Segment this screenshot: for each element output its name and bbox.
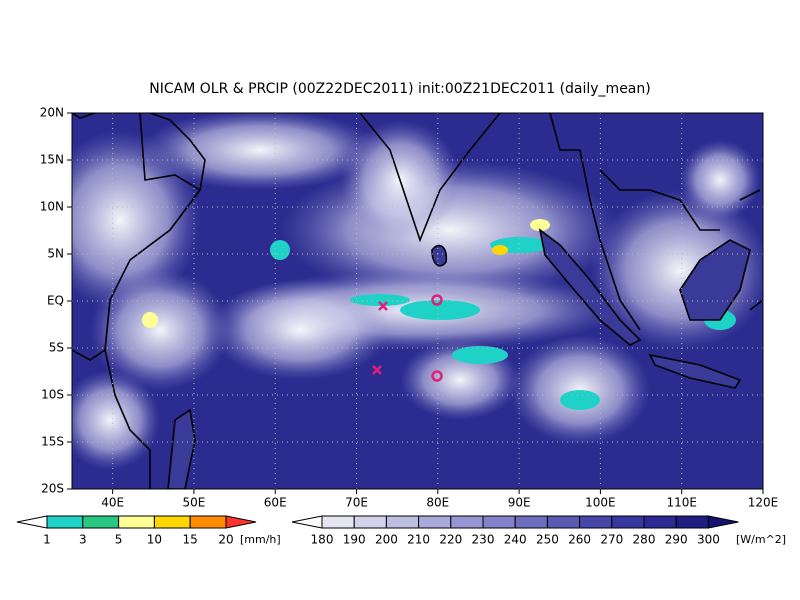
colorbar-label: 230 bbox=[472, 533, 495, 547]
colorbar-label: 240 bbox=[504, 533, 527, 547]
colorbar-end bbox=[16, 515, 48, 529]
colorbar-label: 250 bbox=[536, 533, 559, 547]
precip-patches bbox=[142, 219, 736, 410]
lon-tick-label: 70E bbox=[345, 496, 368, 510]
colorbar-label: 270 bbox=[600, 533, 623, 547]
lat-tick-label: 10S bbox=[41, 388, 64, 402]
lon-tick-label: 90E bbox=[508, 496, 531, 510]
colorbar-label: 10 bbox=[147, 533, 162, 547]
lat-tick-label: 20S bbox=[41, 482, 64, 496]
colorbar-label: 210 bbox=[407, 533, 430, 547]
colorbar-box bbox=[46, 515, 84, 529]
lon-tick-label: 120E bbox=[748, 496, 779, 510]
colorbar-box bbox=[418, 515, 452, 529]
colorbar-label: 300 bbox=[697, 533, 720, 547]
lon-tick-label: 110E bbox=[666, 496, 697, 510]
colorbar-label: 190 bbox=[343, 533, 366, 547]
colorbar-box bbox=[450, 515, 484, 529]
colorbar-unit: [mm/h] bbox=[240, 533, 281, 546]
lat-tick-label: 15S bbox=[41, 435, 64, 449]
colorbar-label: 15 bbox=[183, 533, 198, 547]
lat-tick-label: 10N bbox=[40, 200, 64, 214]
colorbar-box bbox=[189, 515, 227, 529]
colorbar-box bbox=[153, 515, 191, 529]
lon-tick-label: 50E bbox=[183, 496, 206, 510]
colorbar-box bbox=[546, 515, 581, 529]
colorbar-box bbox=[514, 515, 548, 529]
lat-tick-label: 15N bbox=[40, 153, 64, 167]
lat-tick-label: EQ bbox=[47, 294, 64, 308]
colorbar-label: 220 bbox=[439, 533, 462, 547]
colorbar-box bbox=[611, 515, 645, 529]
colorbar-end bbox=[291, 515, 323, 529]
colorbar-label: 260 bbox=[568, 533, 591, 547]
lon-tick-label: 40E bbox=[101, 496, 124, 510]
colorbar-box bbox=[118, 515, 155, 529]
colorbar-label: 1 bbox=[43, 533, 51, 547]
colorbar-label: 290 bbox=[665, 533, 688, 547]
colorbar-end bbox=[707, 515, 739, 529]
colorbar-label: 20 bbox=[218, 533, 233, 547]
colorbar-label: 180 bbox=[311, 533, 334, 547]
colorbar-box bbox=[353, 515, 387, 529]
colorbar-box bbox=[579, 515, 613, 529]
lat-tick-label: 20N bbox=[40, 106, 64, 120]
lon-tick-label: 60E bbox=[264, 496, 287, 510]
lat-tick-label: 5S bbox=[49, 341, 64, 355]
colorbar-unit: [W/m^2] bbox=[736, 533, 786, 546]
map-field bbox=[72, 113, 763, 489]
colorbar-end bbox=[225, 515, 257, 529]
colorbar-label: 200 bbox=[375, 533, 398, 547]
colorbar-box bbox=[675, 515, 709, 529]
markers bbox=[372, 294, 443, 382]
colorbar-label: 5 bbox=[115, 533, 123, 547]
lon-tick-label: 80E bbox=[426, 496, 449, 510]
lon-tick-label: 100E bbox=[585, 496, 616, 510]
colorbar-box bbox=[482, 515, 516, 529]
map-title: NICAM OLR & PRCIP (00Z22DEC2011) init:00… bbox=[149, 81, 650, 97]
colorbar-box bbox=[82, 515, 120, 529]
colorbar-box bbox=[321, 515, 355, 529]
lat-tick-label: 5N bbox=[47, 247, 64, 261]
colorbar-box bbox=[643, 515, 677, 529]
colorbar-box bbox=[385, 515, 420, 529]
colorbar-label: 280 bbox=[633, 533, 656, 547]
colorbar-label: 3 bbox=[79, 533, 87, 547]
